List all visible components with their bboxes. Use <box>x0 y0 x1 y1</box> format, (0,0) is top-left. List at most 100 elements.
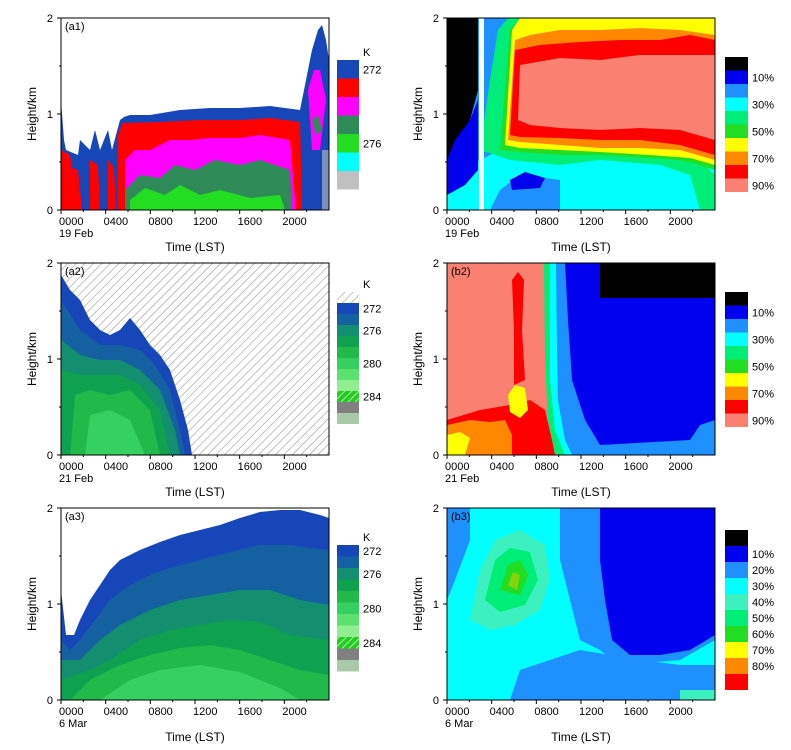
date-label-a1: 19 Feb <box>59 228 93 240</box>
x-tick-label-a2: 0000 <box>59 461 83 473</box>
legend-label-b2: 50% <box>752 361 774 373</box>
x-tick-label-a1: 1200 <box>193 216 217 228</box>
y-axis-title-a2: Height/km <box>25 332 39 386</box>
x-tick-label-b1: 1200 <box>579 216 603 228</box>
x-tick-label-b2: 2000 <box>668 461 692 473</box>
legend-swatch-b2 <box>725 346 748 360</box>
legend-swatch-a1 <box>337 97 359 116</box>
y-axis-title-b1: Height/km <box>411 87 425 141</box>
legend-swatch-b1 <box>725 84 748 98</box>
panel-tag-a2: (a2) <box>65 266 85 278</box>
legend-swatch-b3 <box>725 594 748 610</box>
legend-swatch-a2 <box>337 303 359 314</box>
y-tick-label-b3: 2 <box>433 503 439 515</box>
legend-swatch-a2 <box>337 402 359 413</box>
x-tick-label-a3: 0000 <box>59 706 83 718</box>
legend-swatch-a3 <box>337 625 359 637</box>
panel-tag-a3: (a3) <box>65 511 85 523</box>
x-tick-label-b2: 0000 <box>445 461 469 473</box>
legend-swatch-b3 <box>725 546 748 562</box>
legend-swatch-b2 <box>725 413 748 427</box>
panel-tag-a1: (a1) <box>65 21 85 33</box>
legend-swatch-a3 <box>337 579 359 591</box>
rh-band-springgreen <box>544 263 565 455</box>
panel-tag-b2: (b2) <box>451 266 471 278</box>
date-label-b2: 21 Feb <box>445 473 479 485</box>
x-tick-label-a2: 0800 <box>148 461 172 473</box>
legend-swatch-b3 <box>725 626 748 642</box>
legend-swatch-a1 <box>337 60 359 79</box>
x-axis-title-b2: Time (LST) <box>551 485 611 499</box>
y-tick-label-b1: 2 <box>433 13 439 25</box>
legend-label-b3: 30% <box>752 581 774 593</box>
plot-area-a3 <box>61 508 329 700</box>
legend-swatch-b2 <box>725 373 748 387</box>
x-axis-title-b1: Time (LST) <box>551 240 611 254</box>
panel-a1 <box>60 17 330 211</box>
rh-band-teal-bottom <box>680 690 715 700</box>
legend-swatch-a3 <box>337 637 359 649</box>
x-tick-label-b3: 0400 <box>490 706 514 718</box>
legend-swatch-a2 <box>337 391 359 402</box>
x-tick-label-b1: 1600 <box>624 216 648 228</box>
y-tick-label-b1: 0 <box>433 205 439 217</box>
y-tick-label-b2: 0 <box>433 450 439 462</box>
legend-label-a3: 276 <box>363 569 381 581</box>
legend-swatch-a3 <box>337 660 359 672</box>
legend-label-a2: 272 <box>363 304 381 316</box>
legend-swatch-b1 <box>725 111 748 125</box>
legend-swatch-b1 <box>725 165 748 179</box>
y-tick-label-a1: 0 <box>47 205 53 217</box>
legend-label-a3: 272 <box>363 546 381 558</box>
rh-band-dodger-low <box>510 650 715 700</box>
panel-b1 <box>446 17 716 211</box>
x-tick-label-a2: 1200 <box>193 461 217 473</box>
x-tick-label-a1: 2000 <box>282 216 306 228</box>
legend-label-b2: 30% <box>752 334 774 346</box>
legend-swatch-b1 <box>725 138 748 152</box>
legend-swatch-a3 <box>337 545 359 557</box>
temp-band-282 <box>85 410 145 455</box>
legend-unit-a2: K <box>363 279 371 291</box>
legend-label-b3: 50% <box>752 613 774 625</box>
legend-swatch-a2 <box>337 358 359 369</box>
legend-swatch-b3 <box>725 642 748 658</box>
legend-swatch-b3 <box>725 562 748 578</box>
x-tick-label-b1: 0000 <box>445 216 469 228</box>
legend-label-b1: 90% <box>752 180 774 192</box>
x-tick-label-b3: 1200 <box>579 706 603 718</box>
legend-swatch-b3 <box>725 578 748 594</box>
y-tick-label-a3: 0 <box>47 695 53 707</box>
x-tick-label-a2: 0400 <box>104 461 128 473</box>
legend-label-b2: 90% <box>752 415 774 427</box>
y-tick-label-b2: 1 <box>433 354 439 366</box>
y-tick-label-b3: 1 <box>433 599 439 611</box>
legend-swatch-a3 <box>337 648 359 660</box>
legend-swatch-b2 <box>725 332 748 346</box>
legend-label-b2: 70% <box>752 388 774 400</box>
rh-band-blue <box>447 100 545 195</box>
legend-label-a2: 280 <box>363 359 381 371</box>
plot-area-b3 <box>447 508 715 700</box>
rh-band-yellow <box>447 385 528 455</box>
legend-label-b2: 10% <box>752 307 774 319</box>
panel-a2 <box>60 262 330 456</box>
legend-swatch-b1 <box>725 57 748 71</box>
data-gap <box>322 150 329 210</box>
legend-swatch-b1 <box>725 178 748 192</box>
legend-label-b3: 20% <box>752 565 774 577</box>
rh-band-red-plume <box>512 272 525 385</box>
date-label-a3: 6 Mar <box>59 718 87 730</box>
legend-swatch-b2 <box>725 386 748 400</box>
legend-swatch-a2 <box>337 347 359 358</box>
legend-swatch-b2 <box>725 359 748 373</box>
legend-label-b3: 70% <box>752 645 774 657</box>
legend-swatch-b2 <box>725 400 748 414</box>
panel-tag-b1: (b1) <box>451 21 471 33</box>
temp-band-green <box>130 185 285 210</box>
plot-area-b2 <box>447 263 715 455</box>
legend-swatch-a1 <box>337 171 359 190</box>
legend-swatch-b2 <box>725 319 748 333</box>
